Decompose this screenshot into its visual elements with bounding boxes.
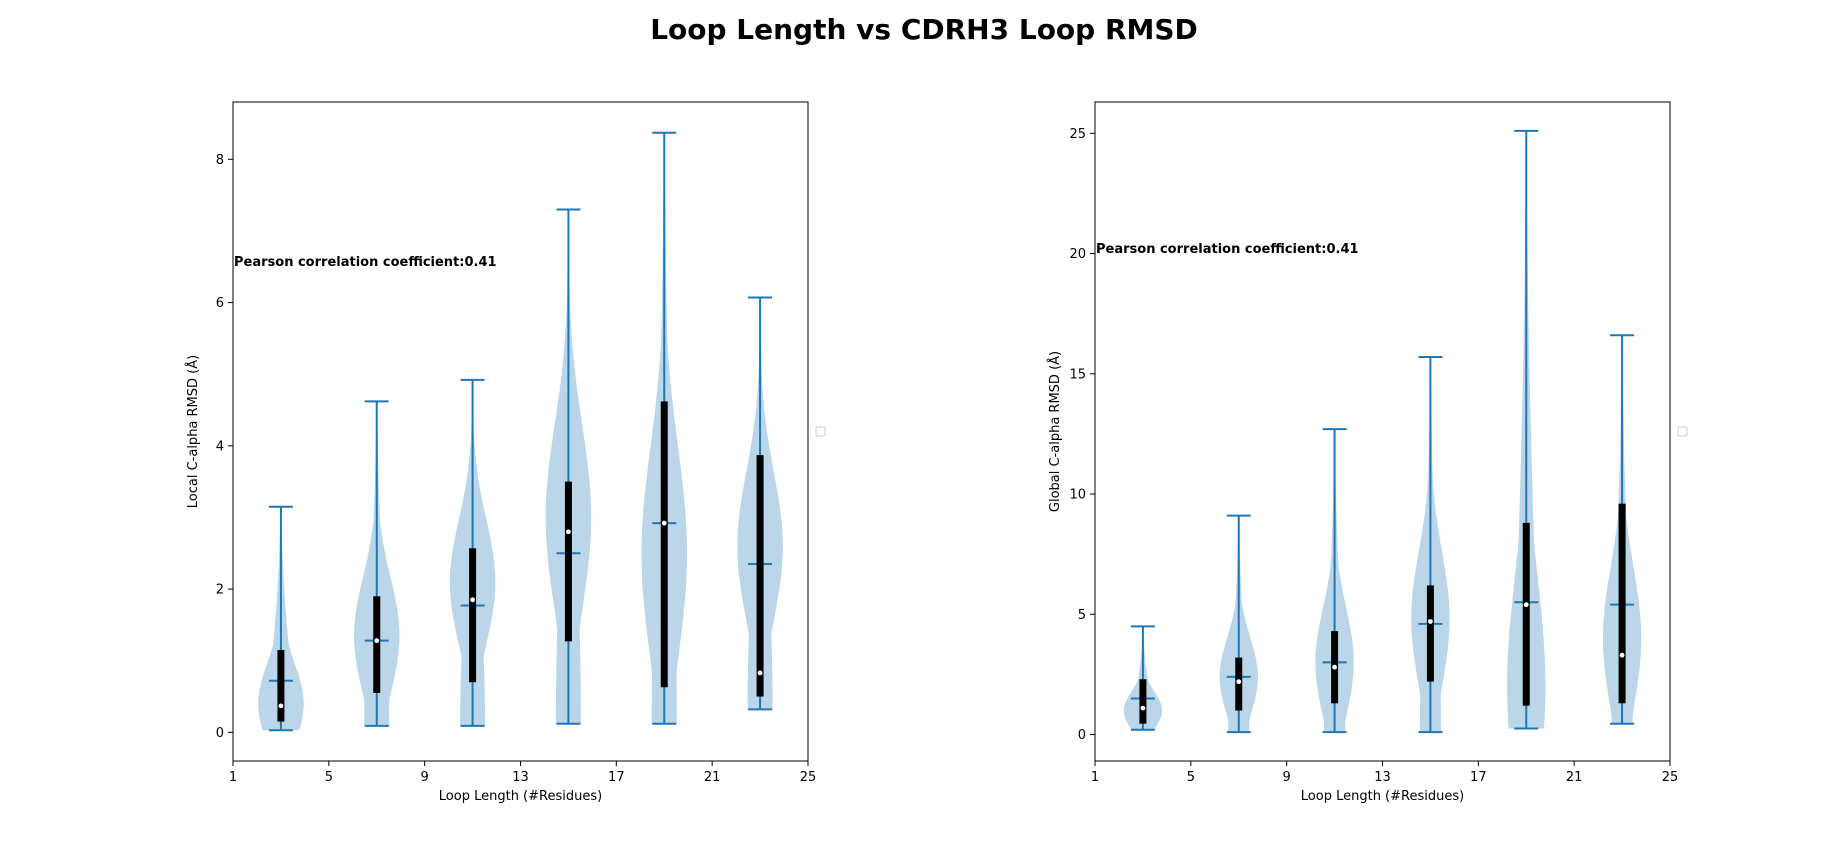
violin-iqr-box <box>756 455 764 697</box>
violin-median-dot <box>1140 705 1146 711</box>
violin-iqr-box <box>1235 657 1243 711</box>
violin-median-dot <box>278 703 284 709</box>
violin <box>1411 355 1450 734</box>
violin-median-dot <box>1523 602 1529 608</box>
x-tick-label: 1 <box>1091 770 1099 785</box>
x-tick-label: 25 <box>1662 770 1679 785</box>
x-tick-label: 9 <box>1283 770 1291 785</box>
y-tick-label: 0 <box>216 726 224 741</box>
y-tick-label: 8 <box>216 153 224 168</box>
x-tick-label: 1 <box>229 770 237 785</box>
violin <box>1507 129 1546 730</box>
violin <box>737 296 783 711</box>
violin-iqr-box <box>1618 503 1626 704</box>
x-axis-label: Loop Length (#Residues) <box>1301 789 1464 804</box>
x-tick-label: 5 <box>1187 770 1195 785</box>
y-tick-label: 15 <box>1069 367 1086 382</box>
pearson-annotation: Pearson correlation coefficient:0.41 <box>234 255 497 270</box>
violin-median-dot <box>757 670 763 676</box>
x-tick-label: 17 <box>1470 770 1487 785</box>
y-tick-label: 10 <box>1069 488 1086 503</box>
y-tick-label: 2 <box>216 583 224 598</box>
violin-iqr-box <box>373 596 381 693</box>
x-tick-label: 21 <box>1566 770 1583 785</box>
violin-median-dot <box>1332 664 1337 670</box>
violin <box>1219 514 1258 734</box>
violin-median-dot <box>1236 679 1242 685</box>
violin-iqr-box <box>277 649 285 722</box>
violin-median-dot <box>661 520 667 526</box>
violin-median-dot <box>1428 619 1433 624</box>
violin-median-dot <box>566 529 571 535</box>
empty-legend <box>815 426 826 437</box>
violin <box>1123 625 1163 731</box>
violin-median-dot <box>374 638 380 644</box>
x-tick-label: 9 <box>421 770 429 785</box>
violin-iqr-box <box>564 481 572 642</box>
x-tick-label: 21 <box>704 770 721 785</box>
violin-iqr-box <box>660 401 668 688</box>
violin-iqr-box <box>469 548 477 683</box>
pearson-annotation: Pearson correlation coefficient:0.41 <box>1096 242 1359 257</box>
violin <box>258 505 304 732</box>
plot-frame <box>232 101 809 762</box>
x-tick-label: 13 <box>1374 770 1391 785</box>
plot-frame <box>1094 101 1671 762</box>
violin <box>354 400 400 727</box>
y-tick-label: 0 <box>1078 728 1086 743</box>
y-tick-label: 5 <box>1078 608 1086 623</box>
y-axis-label: Local C-alpha RMSD (Å) <box>185 355 201 508</box>
violin-median-dot <box>1619 652 1625 658</box>
violin <box>641 131 687 725</box>
y-tick-label: 6 <box>216 296 224 311</box>
figure-title: Loop Length vs CDRH3 Loop RMSD <box>650 13 1198 46</box>
violin-iqr-box <box>1426 585 1434 682</box>
y-tick-label: 25 <box>1069 127 1086 142</box>
violin-median-dot <box>470 597 475 603</box>
violin-iqr-box <box>1522 522 1530 706</box>
x-tick-label: 5 <box>325 770 333 785</box>
violin <box>1315 428 1354 734</box>
violin <box>449 378 496 727</box>
y-tick-label: 4 <box>216 439 224 454</box>
empty-legend <box>1677 426 1688 437</box>
violin-iqr-box <box>1139 679 1147 724</box>
x-tick-label: 13 <box>512 770 529 785</box>
x-axis-label: Loop Length (#Residues) <box>439 789 602 804</box>
y-tick-label: 20 <box>1069 247 1086 262</box>
y-axis-label: Global C-alpha RMSD (Å) <box>1047 351 1063 512</box>
local-rmsd-panel: 1 5 9 13 17 21 25 0 2 4 6 8 Loop Length (#Residues) L… <box>185 101 826 804</box>
violin <box>1602 334 1642 725</box>
x-tick-label: 17 <box>608 770 625 785</box>
violin <box>545 208 592 725</box>
x-tick-label: 25 <box>800 770 817 785</box>
